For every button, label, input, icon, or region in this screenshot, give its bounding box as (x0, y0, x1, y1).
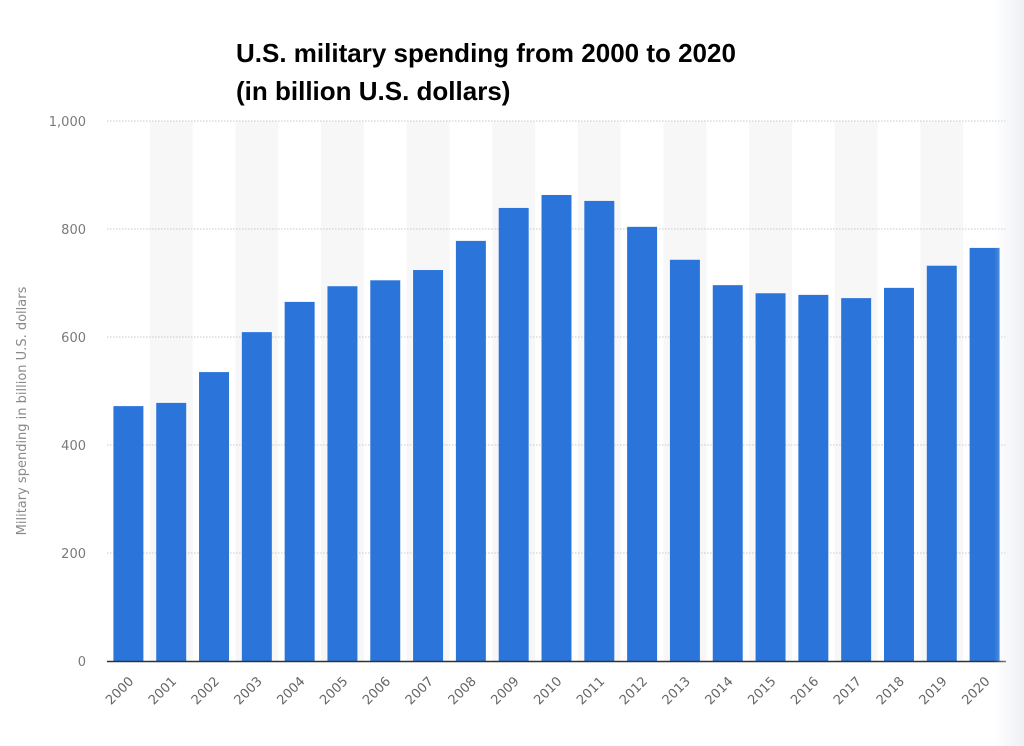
bar-2001[interactable] (156, 402, 187, 661)
y-tick-label: 0 (78, 655, 86, 670)
bar-2014[interactable] (712, 285, 743, 661)
bar-2009[interactable] (498, 207, 529, 661)
bar-2010[interactable] (541, 194, 572, 662)
bar-2013[interactable] (669, 259, 700, 661)
y-tick-label: 400 (61, 439, 86, 454)
x-tick-label: 2004 (274, 674, 308, 708)
bar-2000[interactable] (113, 406, 144, 661)
y-tick-label: 600 (61, 331, 86, 346)
x-tick-label: 2003 (232, 674, 266, 708)
x-tick-label: 2010 (531, 674, 565, 708)
x-tick-label: 2009 (489, 674, 523, 708)
x-tick-label: 2000 (103, 674, 137, 708)
x-tick-label: 2008 (446, 674, 480, 708)
x-tick-label: 2014 (703, 674, 737, 708)
x-tick-label: 2019 (917, 674, 951, 708)
y-tick-label: 1,000 (49, 115, 86, 130)
x-tick-label: 2001 (146, 674, 180, 708)
chart-subtitle: (in billion U.S. dollars) (236, 76, 511, 106)
bar-2016[interactable] (798, 294, 829, 661)
chart-title: U.S. military spending from 2000 to 2020… (236, 34, 736, 110)
bar-2011[interactable] (584, 200, 615, 662)
x-tick-label: 2011 (574, 674, 608, 708)
x-tick-label: 2002 (189, 674, 223, 708)
x-tick-label: 2012 (617, 674, 651, 708)
bar-2015[interactable] (755, 293, 786, 661)
bar-2019[interactable] (926, 265, 957, 661)
bars (113, 194, 1000, 662)
bar-2008[interactable] (455, 240, 486, 661)
bar-2017[interactable] (841, 298, 872, 661)
x-tick-label: 2017 (831, 674, 865, 708)
bar-2004[interactable] (284, 301, 315, 661)
bar-2018[interactable] (883, 287, 914, 661)
bar-2007[interactable] (413, 270, 444, 661)
y-axis-label: Military spending in billion U.S. dollar… (15, 286, 30, 535)
right-edge-shadow (994, 0, 1024, 746)
x-tick-label: 2016 (788, 674, 822, 708)
x-tick-label: 2007 (403, 674, 437, 708)
bar-2012[interactable] (627, 226, 658, 661)
y-tick-label: 800 (61, 223, 86, 238)
x-tick-label: 2020 (959, 674, 993, 708)
bar-2006[interactable] (370, 280, 401, 661)
y-tick-label: 200 (61, 547, 86, 562)
x-tick-label: 2006 (360, 674, 394, 708)
x-tick-label: 2015 (745, 674, 779, 708)
bar-2002[interactable] (199, 372, 230, 661)
chart-title-line1: U.S. military spending from 2000 to 2020 (236, 38, 736, 68)
x-tick-label: 2005 (317, 674, 351, 708)
x-axis-ticks: 2000 2001 2002 2003 2004 2005 2006 2007 2008 2009… (103, 674, 993, 708)
x-tick-label: 2013 (660, 674, 694, 708)
x-tick-label: 2018 (874, 674, 908, 708)
bar-2003[interactable] (241, 332, 272, 661)
bar-2005[interactable] (327, 286, 358, 661)
y-axis-ticks: 0 200 400 600 800 1,000 (49, 115, 86, 670)
